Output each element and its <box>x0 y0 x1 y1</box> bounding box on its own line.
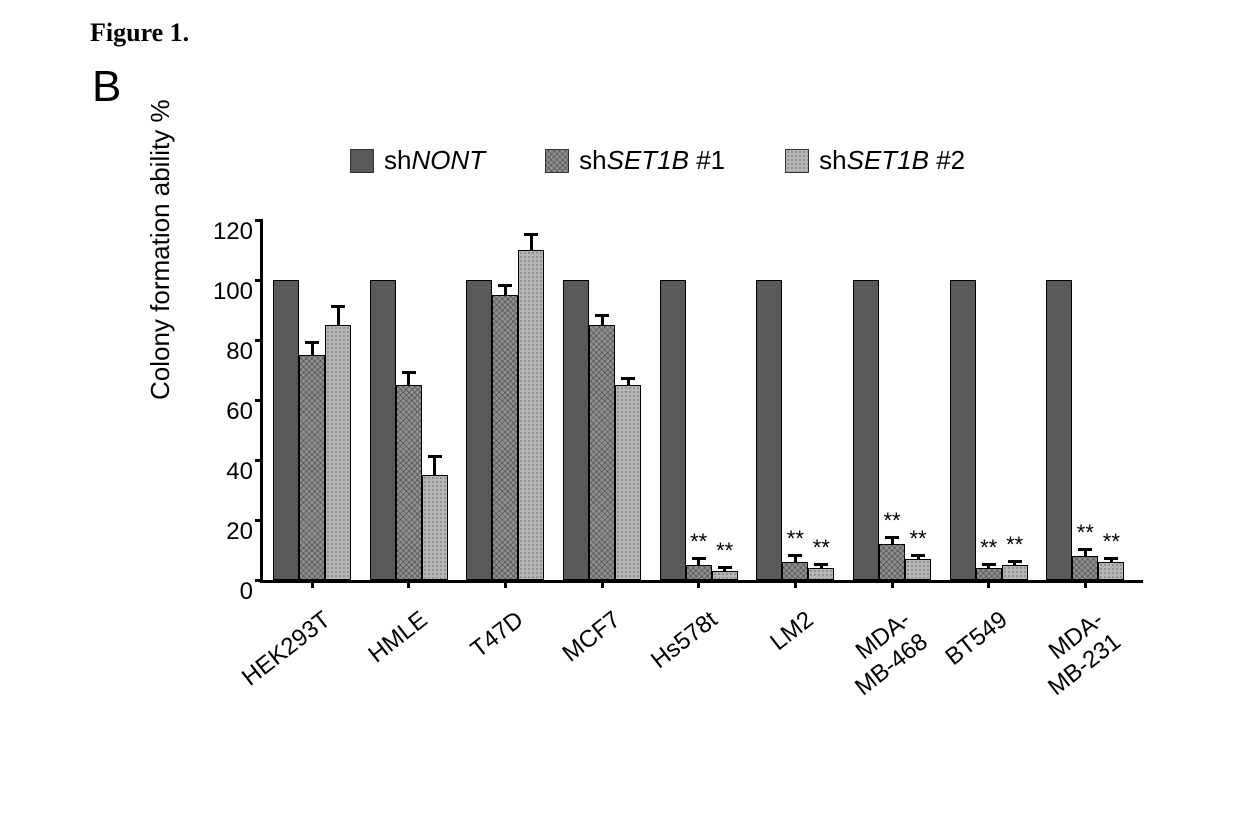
bar <box>370 280 396 580</box>
legend-swatch-0 <box>350 149 374 173</box>
error-cap <box>814 563 828 566</box>
bar <box>879 544 905 580</box>
bar <box>905 559 931 580</box>
y-tick-mark <box>255 399 263 402</box>
bar <box>853 280 879 580</box>
bar <box>660 280 686 580</box>
legend-swatch-2 <box>785 149 809 173</box>
y-tick-label: 60 <box>203 398 253 426</box>
error-bar <box>311 343 314 355</box>
significance-marker: ** <box>1000 532 1030 558</box>
error-cap <box>982 563 996 566</box>
error-cap <box>885 536 899 539</box>
y-tick-label: 0 <box>203 578 253 606</box>
significance-marker: ** <box>1096 529 1126 555</box>
error-bar <box>530 235 533 250</box>
x-tick-mark <box>794 580 797 588</box>
error-cap <box>331 305 345 308</box>
bar <box>712 571 738 580</box>
bar <box>422 475 448 580</box>
error-cap <box>428 455 442 458</box>
legend-label-2: shSET1B #2 <box>819 145 965 176</box>
figure-page: Figure 1. B shNONT shSET1B #1 shSET1B #2… <box>0 0 1240 838</box>
error-cap <box>1104 557 1118 560</box>
y-tick-label: 20 <box>203 518 253 546</box>
legend-label-0: shNONT <box>384 145 485 176</box>
bar <box>976 568 1002 580</box>
y-tick-label: 100 <box>203 278 253 306</box>
y-tick-mark <box>255 459 263 462</box>
error-cap <box>621 377 635 380</box>
bar <box>563 280 589 580</box>
x-tick-mark <box>311 580 314 588</box>
error-cap <box>524 233 538 236</box>
x-tick-mark <box>407 580 410 588</box>
x-tick-mark <box>987 580 990 588</box>
error-cap <box>1078 548 1092 551</box>
error-cap <box>595 314 609 317</box>
legend-item-2: shSET1B #2 <box>785 145 965 176</box>
y-tick-mark <box>255 519 263 522</box>
x-tick-mark <box>891 580 894 588</box>
y-tick-mark <box>255 579 263 582</box>
error-bar <box>504 286 507 295</box>
significance-marker: ** <box>903 526 933 552</box>
x-tick-mark <box>601 580 604 588</box>
y-tick-mark <box>255 339 263 342</box>
legend-label-1: shSET1B #1 <box>579 145 725 176</box>
legend-item-0: shNONT <box>350 145 485 176</box>
error-cap <box>498 284 512 287</box>
bar <box>950 280 976 580</box>
legend-item-1: shSET1B #1 <box>545 145 725 176</box>
error-bar <box>601 316 604 325</box>
x-tick-mark <box>504 580 507 588</box>
bar <box>589 325 615 580</box>
bar-chart: 020406080100120******************** <box>180 200 1140 630</box>
bar <box>782 562 808 580</box>
error-cap <box>305 341 319 344</box>
x-tick-mark <box>697 580 700 588</box>
y-axis-label: Colony formation ability % <box>145 99 176 400</box>
error-cap <box>1008 560 1022 563</box>
bar <box>1098 562 1124 580</box>
bar <box>808 568 834 580</box>
bar <box>492 295 518 580</box>
bar <box>518 250 544 580</box>
error-cap <box>718 566 732 569</box>
significance-marker: ** <box>710 538 740 564</box>
y-tick-label: 120 <box>203 218 253 246</box>
bar <box>299 355 325 580</box>
error-bar <box>337 307 340 325</box>
plot-area: 020406080100120******************** <box>260 220 1143 583</box>
x-axis-labels: HEK293THMLET47DMCF7Hs578tLM2MDA-MB-468BT… <box>260 600 1140 800</box>
bar <box>1002 565 1028 580</box>
y-tick-label: 80 <box>203 338 253 366</box>
y-tick-mark <box>255 219 263 222</box>
bar <box>756 280 782 580</box>
error-cap <box>788 554 802 557</box>
significance-marker: ** <box>806 535 836 561</box>
error-cap <box>402 371 416 374</box>
bar <box>615 385 641 580</box>
legend: shNONT shSET1B #1 shSET1B #2 <box>350 145 965 176</box>
error-bar <box>407 373 410 385</box>
bar <box>396 385 422 580</box>
y-tick-label: 40 <box>203 458 253 486</box>
figure-number: Figure 1. <box>90 18 189 48</box>
error-cap <box>692 557 706 560</box>
bar <box>1072 556 1098 580</box>
bar <box>273 280 299 580</box>
bar <box>1046 280 1072 580</box>
error-cap <box>911 554 925 557</box>
legend-swatch-1 <box>545 149 569 173</box>
x-tick-mark <box>1084 580 1087 588</box>
bar <box>325 325 351 580</box>
bar <box>466 280 492 580</box>
panel-letter: B <box>92 62 121 112</box>
error-bar <box>433 457 436 475</box>
y-tick-mark <box>255 279 263 282</box>
bar <box>686 565 712 580</box>
